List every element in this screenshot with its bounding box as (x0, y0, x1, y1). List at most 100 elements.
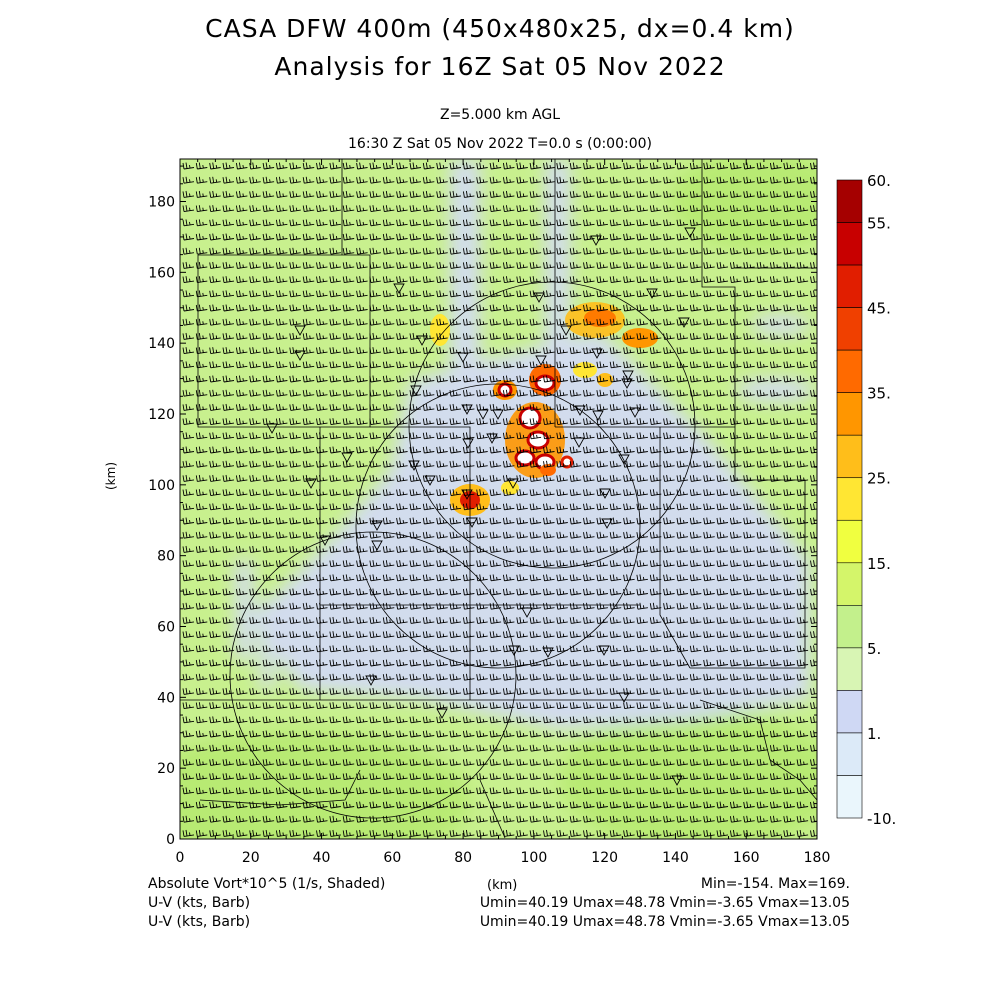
map-title: CASA DFW 400m (450x480x25, dx=0.4 km) (205, 14, 795, 43)
colorbar-segment (836, 690, 863, 734)
x-tick-label: 60 (383, 850, 401, 866)
colorbar-segment (836, 732, 863, 776)
colorbar-segment (836, 392, 863, 436)
y-tick-label: 100 (148, 478, 175, 494)
field-minmax: Min=-154. Max=169. (700, 876, 850, 892)
wind-label-2: U-V (kts, Barb) (148, 914, 251, 930)
time-label: 16:30 Z Sat 05 Nov 2022 T=0.0 s (0:00:00… (348, 136, 652, 152)
colorbar-segment (836, 605, 863, 649)
triangle-down-icon (684, 227, 696, 238)
x-tick-label: 0 (176, 850, 185, 866)
triangle-down-icon (598, 645, 610, 656)
triangle-down-icon (424, 475, 436, 486)
x-tick-label: 20 (242, 850, 260, 866)
colorbar-segment (836, 264, 863, 308)
wind-barb-icon (182, 162, 817, 837)
triangle-down-icon (492, 409, 504, 420)
triangle-down-icon (591, 348, 603, 359)
colorbar-label: 1. (867, 725, 881, 743)
x-tick-label: 80 (454, 850, 472, 866)
colorbar-label: 35. (867, 385, 891, 403)
wind-stats-2: Umin=40.19 Umax=48.78 Vmin=-3.65 Vmax=13… (479, 914, 850, 930)
triangle-down-icon (266, 423, 278, 434)
triangle-down-icon (678, 317, 690, 328)
y-tick-label: 160 (148, 265, 175, 281)
x-tick-label: 180 (804, 850, 831, 866)
y-tick-label: 80 (157, 549, 175, 565)
triangle-down-icon (622, 370, 634, 381)
y-tick-label: 20 (157, 761, 175, 777)
x-tick-label: 120 (591, 850, 618, 866)
map-subtitle: Analysis for 16Z Sat 05 Nov 2022 (274, 52, 726, 81)
colorbar-segment (836, 179, 863, 223)
colorbar-label: 45. (867, 300, 891, 318)
colorbar-segment (836, 349, 863, 393)
colorbar-label: 60. (867, 172, 891, 190)
triangle-down-icon (535, 355, 547, 366)
triangle-down-icon (542, 647, 554, 658)
colorbar-segment (836, 647, 863, 691)
triangle-down-icon (508, 645, 520, 656)
triangle-down-icon (294, 350, 306, 361)
y-tick-label: 180 (148, 195, 175, 211)
triangle-down-icon (416, 335, 428, 346)
triangle-down-icon (408, 460, 420, 471)
wind-barbs (182, 162, 817, 837)
triangle-down-icon (646, 288, 658, 299)
triangle-down-icon (319, 535, 331, 546)
triangle-down-icon (393, 283, 405, 294)
x-tick-label: 100 (521, 850, 548, 866)
x-tick-label: 40 (313, 850, 331, 866)
triangle-down-icon (521, 607, 533, 618)
colorbar-segment (836, 519, 863, 564)
triangle-down-icon (294, 325, 306, 336)
colorbar-label: 15. (867, 555, 891, 573)
triangle-down-icon (621, 378, 633, 389)
colorbar-label: 55. (867, 215, 891, 233)
y-tick-label: 60 (157, 620, 175, 636)
colorbar (836, 179, 863, 819)
triangle-down-icon (574, 405, 586, 416)
triangle-down-icon (410, 385, 422, 396)
colorbar-label: 5. (867, 640, 881, 658)
colorbar-segment (836, 434, 863, 479)
x-tick-label: 160 (733, 850, 760, 866)
y-tick-label: 140 (148, 336, 175, 352)
axis-ticks (179, 159, 818, 840)
triangle-down-icon (371, 540, 383, 551)
level-label: Z=5.000 km AGL (439, 107, 561, 123)
triangle-down-icon (305, 478, 317, 489)
triangle-down-icon (507, 478, 519, 489)
colorbar-label: -10. (867, 810, 896, 828)
x-axis-label: (km) (487, 878, 518, 893)
triangle-down-icon (486, 433, 498, 444)
y-tick-label: 40 (157, 690, 175, 706)
colorbar-segment (836, 562, 863, 606)
station-markers (266, 227, 696, 786)
triangle-down-icon (462, 438, 474, 449)
vorticity-field (180, 159, 817, 839)
wind-stats-1: Umin=40.19 Umax=48.78 Vmin=-3.65 Vmax=13… (479, 895, 850, 911)
triangle-down-icon (573, 437, 585, 448)
county-lines (180, 159, 817, 839)
colorbar-segment (836, 307, 863, 351)
triangle-down-icon (466, 517, 478, 528)
radar-range-rings (229, 281, 696, 819)
wind-label-1: U-V (kts, Barb) (148, 895, 251, 911)
y-tick-label: 0 (166, 832, 175, 848)
colorbar-segment (836, 477, 863, 521)
triangle-down-icon (477, 409, 489, 420)
triangle-down-icon (671, 775, 683, 786)
triangle-down-icon (457, 352, 469, 363)
triangle-down-icon (629, 407, 641, 418)
triangle-down-icon (365, 675, 377, 686)
triangle-down-icon (601, 518, 613, 529)
triangle-down-icon (599, 488, 611, 499)
triangle-down-icon (590, 235, 602, 246)
triangle-down-icon (371, 520, 383, 531)
triangle-down-icon (618, 454, 630, 465)
triangle-down-icon (341, 452, 353, 463)
y-tick-label: 120 (148, 407, 175, 423)
colorbar-segment (836, 775, 863, 819)
